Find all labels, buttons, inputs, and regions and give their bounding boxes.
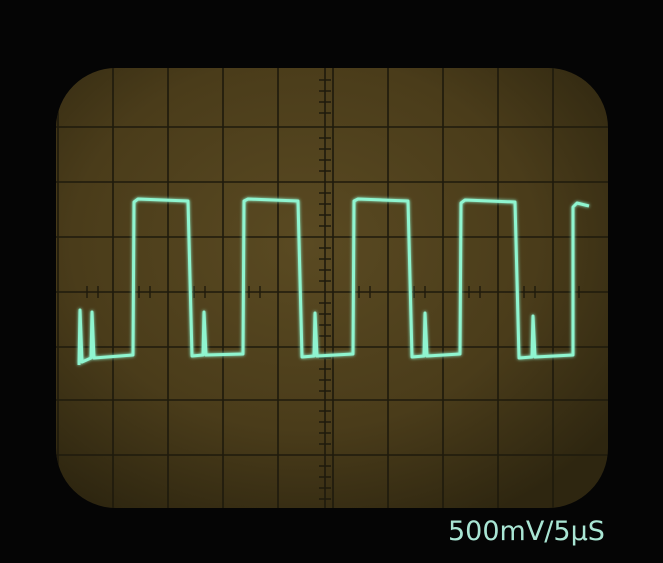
screen <box>56 68 608 508</box>
center-ticks <box>86 79 580 500</box>
caption: 500mV/5μS <box>448 516 605 547</box>
square-wave-trace <box>77 197 590 366</box>
